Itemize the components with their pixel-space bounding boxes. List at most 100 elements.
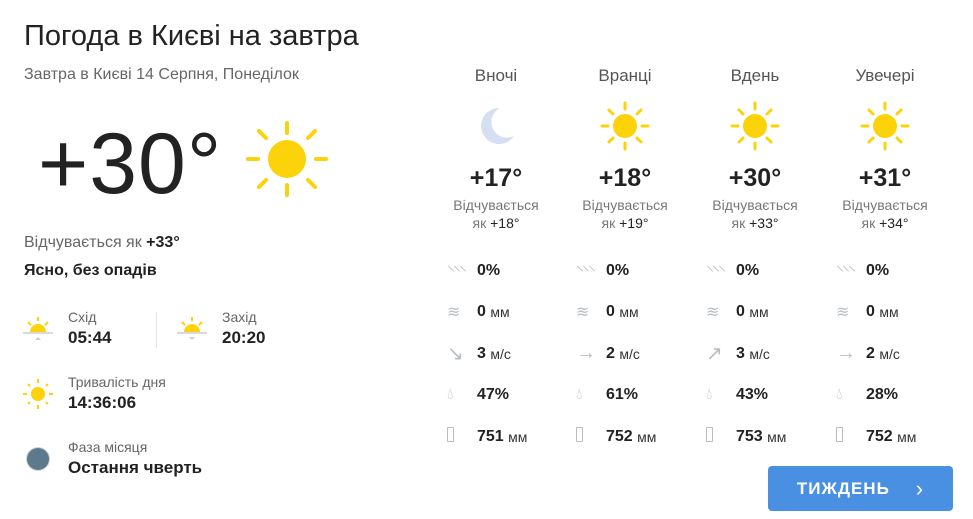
chevron-right-icon: › — [915, 475, 925, 501]
moon-icon — [431, 100, 561, 152]
wind-unit: м/с — [879, 345, 900, 362]
precip-prob-value: 0% — [606, 261, 630, 279]
feels-like-value: +33° — [146, 234, 180, 251]
barometer-icon — [836, 426, 866, 447]
day-length-value: 14:36:06 — [68, 393, 137, 412]
feels-prefix: як — [731, 215, 746, 231]
pressure-unit: мм — [897, 428, 917, 445]
humidity-drop-icon: 💧︎ — [836, 386, 843, 404]
barometer-icon — [576, 426, 606, 447]
feels-prefix: як — [472, 215, 487, 231]
rain-icon: ⸌⸌⸌ — [706, 263, 726, 281]
date-subtitle: Завтра в Києві 14 Серпня, Понеділок — [24, 66, 299, 83]
weather-description: Ясно, без опадів — [24, 262, 157, 279]
period-temperature: +18° — [598, 164, 652, 192]
feels-like: Відчувається як +33° — [24, 234, 180, 252]
feels-prefix: як — [861, 215, 876, 231]
wind: ↗ 3 м/с — [706, 333, 820, 375]
precipitation: ≋ 0 мм — [576, 292, 690, 334]
humidity-drop-icon: 💧︎ — [706, 386, 713, 404]
rain-icon: ⸌⸌⸌ — [576, 263, 596, 281]
humidity: 💧︎ 47% — [447, 375, 561, 417]
waves-icon: ≋ — [706, 304, 720, 322]
rain-icon: ⸌⸌⸌ — [447, 263, 467, 281]
precip-unit: мм — [619, 304, 639, 321]
feels-value: +33° — [749, 215, 779, 231]
week-button-label: ТИЖДЕНЬ — [796, 478, 890, 498]
moon-phase: Фаза місяця Остання чверть — [22, 439, 202, 478]
period-name: Вдень — [730, 66, 780, 85]
period-temperature: +30° — [728, 164, 782, 192]
barometer-icon — [447, 426, 477, 447]
humidity-value: 28% — [866, 386, 899, 404]
precip-prob-value: 0% — [866, 261, 890, 279]
waves-icon: ≋ — [836, 304, 850, 322]
day-length: Тривалість дня 14:36:06 — [22, 374, 166, 413]
waves-icon: ≋ — [447, 304, 461, 322]
wind-direction-icon: ↘ — [447, 343, 464, 366]
feels-label: Відчувається — [453, 197, 539, 213]
sun-icon — [820, 100, 950, 152]
humidity-value: 47% — [477, 386, 510, 404]
pressure: 752 мм — [576, 416, 690, 458]
period-temperature: +17° — [469, 164, 523, 192]
period-feels-like: Відчувається як +19° — [560, 196, 690, 232]
rain-icon: ⸌⸌⸌ — [836, 263, 856, 281]
sunrise-time: 05:44 — [68, 328, 112, 347]
precip-value: 0 — [606, 303, 615, 321]
wind: → 2 м/с — [576, 333, 690, 375]
moon-phase-icon — [26, 446, 50, 471]
pressure-value: 752 — [866, 427, 893, 445]
humidity-drop-icon: 💧︎ — [447, 386, 454, 404]
moon-phase-value: Остання чверть — [68, 458, 203, 477]
week-button[interactable]: ТИЖДЕНЬ › — [768, 466, 953, 511]
wind-value: 3 — [736, 344, 745, 362]
period-column: Вночі +17° Відчувається як +18° ⸌⸌⸌ 0% ≋ 0 … — [431, 66, 561, 458]
sunset-label: Захід — [222, 309, 257, 325]
precip-prob-value: 0% — [736, 261, 760, 279]
precip-value: 0 — [477, 303, 486, 321]
precip-unit: мм — [490, 304, 510, 321]
sunrise-label: Схід — [68, 309, 97, 325]
humidity: 💧︎ 43% — [706, 375, 820, 417]
pressure-unit: мм — [637, 428, 657, 445]
period-feels-like: Відчувається як +18° — [431, 196, 561, 232]
sun-icon — [690, 100, 820, 152]
wind-value: 2 — [606, 344, 615, 362]
sunrise-icon — [23, 316, 53, 340]
precipitation: ≋ 0 мм — [836, 292, 950, 334]
wind: ↘ 3 м/с — [447, 333, 561, 375]
waves-icon: ≋ — [576, 304, 590, 322]
humidity-value: 61% — [606, 386, 639, 404]
wind-unit: м/с — [490, 345, 511, 362]
precip-value: 0 — [866, 303, 875, 321]
current-temperature: +30° — [38, 116, 223, 212]
precipitation: ≋ 0 мм — [706, 292, 820, 334]
sunset-icon — [177, 316, 207, 340]
precipitation: ≋ 0 мм — [447, 292, 561, 334]
day-length-label: Тривалість дня — [68, 374, 166, 390]
humidity: 💧︎ 61% — [576, 375, 690, 417]
sun-icon — [23, 378, 53, 409]
wind-unit: м/с — [619, 345, 640, 362]
feels-label: Відчувається — [842, 197, 928, 213]
period-feels-like: Відчувається як +33° — [690, 196, 820, 232]
precip-probability: ⸌⸌⸌ 0% — [447, 250, 561, 292]
pressure: 752 мм — [836, 416, 950, 458]
feels-label: Відчувається — [712, 197, 798, 213]
page-title: Погода в Києві на завтра — [24, 20, 359, 52]
feels-value: +34° — [879, 215, 909, 231]
barometer-icon — [706, 426, 736, 447]
wind-unit: м/с — [749, 345, 770, 362]
precip-unit: мм — [749, 304, 769, 321]
precip-value: 0 — [736, 303, 745, 321]
humidity-value: 43% — [736, 386, 769, 404]
precip-prob-value: 0% — [477, 261, 501, 279]
wind-value: 3 — [477, 344, 486, 362]
period-column: Увечері +31° Відчувається як +34° ⸌⸌⸌ 0% ≋… — [820, 66, 950, 458]
period-name: Вранці — [598, 66, 652, 85]
pressure: 753 мм — [706, 416, 820, 458]
period-name: Вночі — [474, 66, 518, 85]
wind-value: 2 — [866, 344, 875, 362]
feels-value: +18° — [490, 215, 520, 231]
